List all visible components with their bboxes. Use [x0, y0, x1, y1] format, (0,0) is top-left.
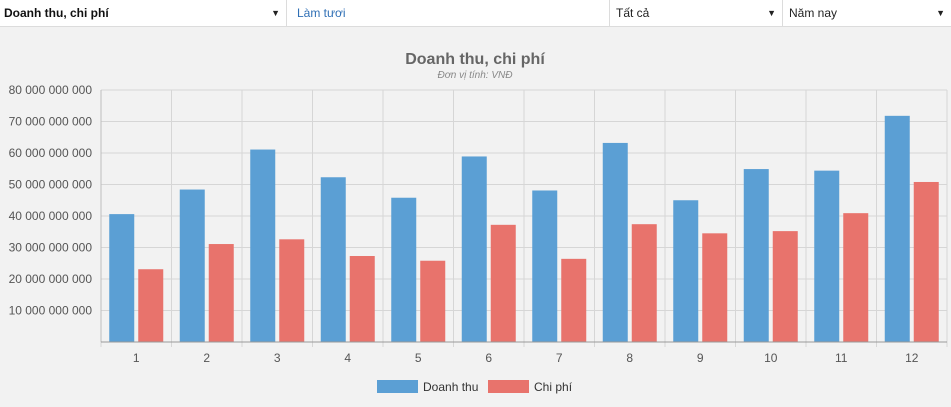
chart-axes: 10 000 000 000 20 000 000 000 30 000 000 0… [9, 83, 947, 365]
filter-select[interactable]: Tất cả ▼ [610, 0, 783, 26]
legend-label-cost[interactable]: Chi phí [534, 380, 573, 394]
legend-swatch-revenue[interactable] [377, 380, 418, 393]
y-tick-label: 10 000 000 000 [9, 304, 93, 318]
y-tick-label: 20 000 000 000 [9, 272, 93, 286]
chart-grid [100, 89, 948, 347]
cost-bar[interactable] [702, 233, 728, 342]
x-tick-label: 1 [133, 351, 140, 365]
cost-bar[interactable] [208, 244, 234, 342]
caret-down-icon: ▼ [936, 8, 945, 18]
x-tick-label: 2 [203, 351, 210, 365]
cost-bar[interactable] [913, 181, 939, 342]
revenue-bar[interactable] [884, 115, 910, 342]
revenue-bar[interactable] [109, 214, 135, 342]
report-select[interactable]: Doanh thu, chi phí ▼ [0, 0, 287, 26]
revenue-bar[interactable] [250, 149, 276, 342]
report-select-label: Doanh thu, chi phí [4, 6, 109, 20]
y-tick-label: 70 000 000 000 [9, 115, 93, 129]
x-tick-label: 5 [415, 351, 422, 365]
y-tick-label: 30 000 000 000 [9, 241, 93, 255]
x-tick-label: 12 [905, 351, 919, 365]
chart-subtitle: Đơn vị tính: VNĐ [438, 70, 513, 81]
cost-bar[interactable] [138, 269, 164, 342]
revenue-bar[interactable] [320, 177, 346, 342]
refresh-link-label: Làm tươi [297, 6, 346, 20]
filter-select-label: Tất cả [616, 6, 650, 20]
revenue-bar[interactable] [602, 142, 628, 342]
cost-bar[interactable] [631, 224, 657, 342]
x-tick-label: 9 [697, 351, 704, 365]
revenue-bar[interactable] [743, 169, 769, 342]
revenue-cost-chart: Doanh thu, chi phí Đơn vị tính: VNĐ 10 0… [9, 51, 948, 394]
cost-bar[interactable] [843, 213, 869, 342]
cost-bar[interactable] [490, 224, 516, 342]
legend-swatch-cost[interactable] [488, 380, 529, 393]
revenue-bar[interactable] [179, 189, 205, 342]
legend-label-revenue[interactable]: Doanh thu [423, 380, 478, 394]
period-select-label: Năm nay [789, 6, 838, 20]
y-tick-label: 40 000 000 000 [9, 209, 93, 223]
x-tick-label: 11 [835, 351, 848, 365]
cost-bar[interactable] [349, 256, 375, 342]
chart-legend[interactable]: Doanh thu Chi phí [377, 380, 573, 394]
x-tick-label: 4 [344, 351, 351, 365]
cost-bar[interactable] [561, 258, 587, 342]
caret-down-icon: ▼ [271, 8, 280, 18]
chart-bars [109, 115, 939, 342]
caret-down-icon: ▼ [767, 8, 776, 18]
toolbar: Doanh thu, chi phí ▼ Làm tươi Tất cả ▼ N… [0, 0, 951, 27]
period-select[interactable]: Năm nay ▼ [783, 0, 951, 26]
revenue-bar[interactable] [814, 170, 840, 342]
y-tick-label: 80 000 000 000 [9, 83, 93, 97]
y-tick-label: 60 000 000 000 [9, 146, 93, 160]
x-tick-label: 10 [764, 351, 778, 365]
refresh-link[interactable]: Làm tươi [287, 0, 610, 26]
y-tick-label: 50 000 000 000 [9, 178, 93, 192]
cost-bar[interactable] [279, 239, 305, 342]
x-tick-label: 7 [556, 351, 563, 365]
revenue-bar[interactable] [461, 156, 487, 342]
x-tick-label: 8 [626, 351, 633, 365]
revenue-bar[interactable] [532, 190, 558, 342]
chart-title: Doanh thu, chi phí [405, 51, 545, 68]
cost-bar[interactable] [420, 260, 446, 342]
x-tick-label: 3 [274, 351, 281, 365]
x-tick-label: 6 [485, 351, 492, 365]
revenue-bar[interactable] [673, 200, 699, 342]
cost-bar[interactable] [772, 231, 798, 342]
revenue-bar[interactable] [391, 197, 417, 342]
